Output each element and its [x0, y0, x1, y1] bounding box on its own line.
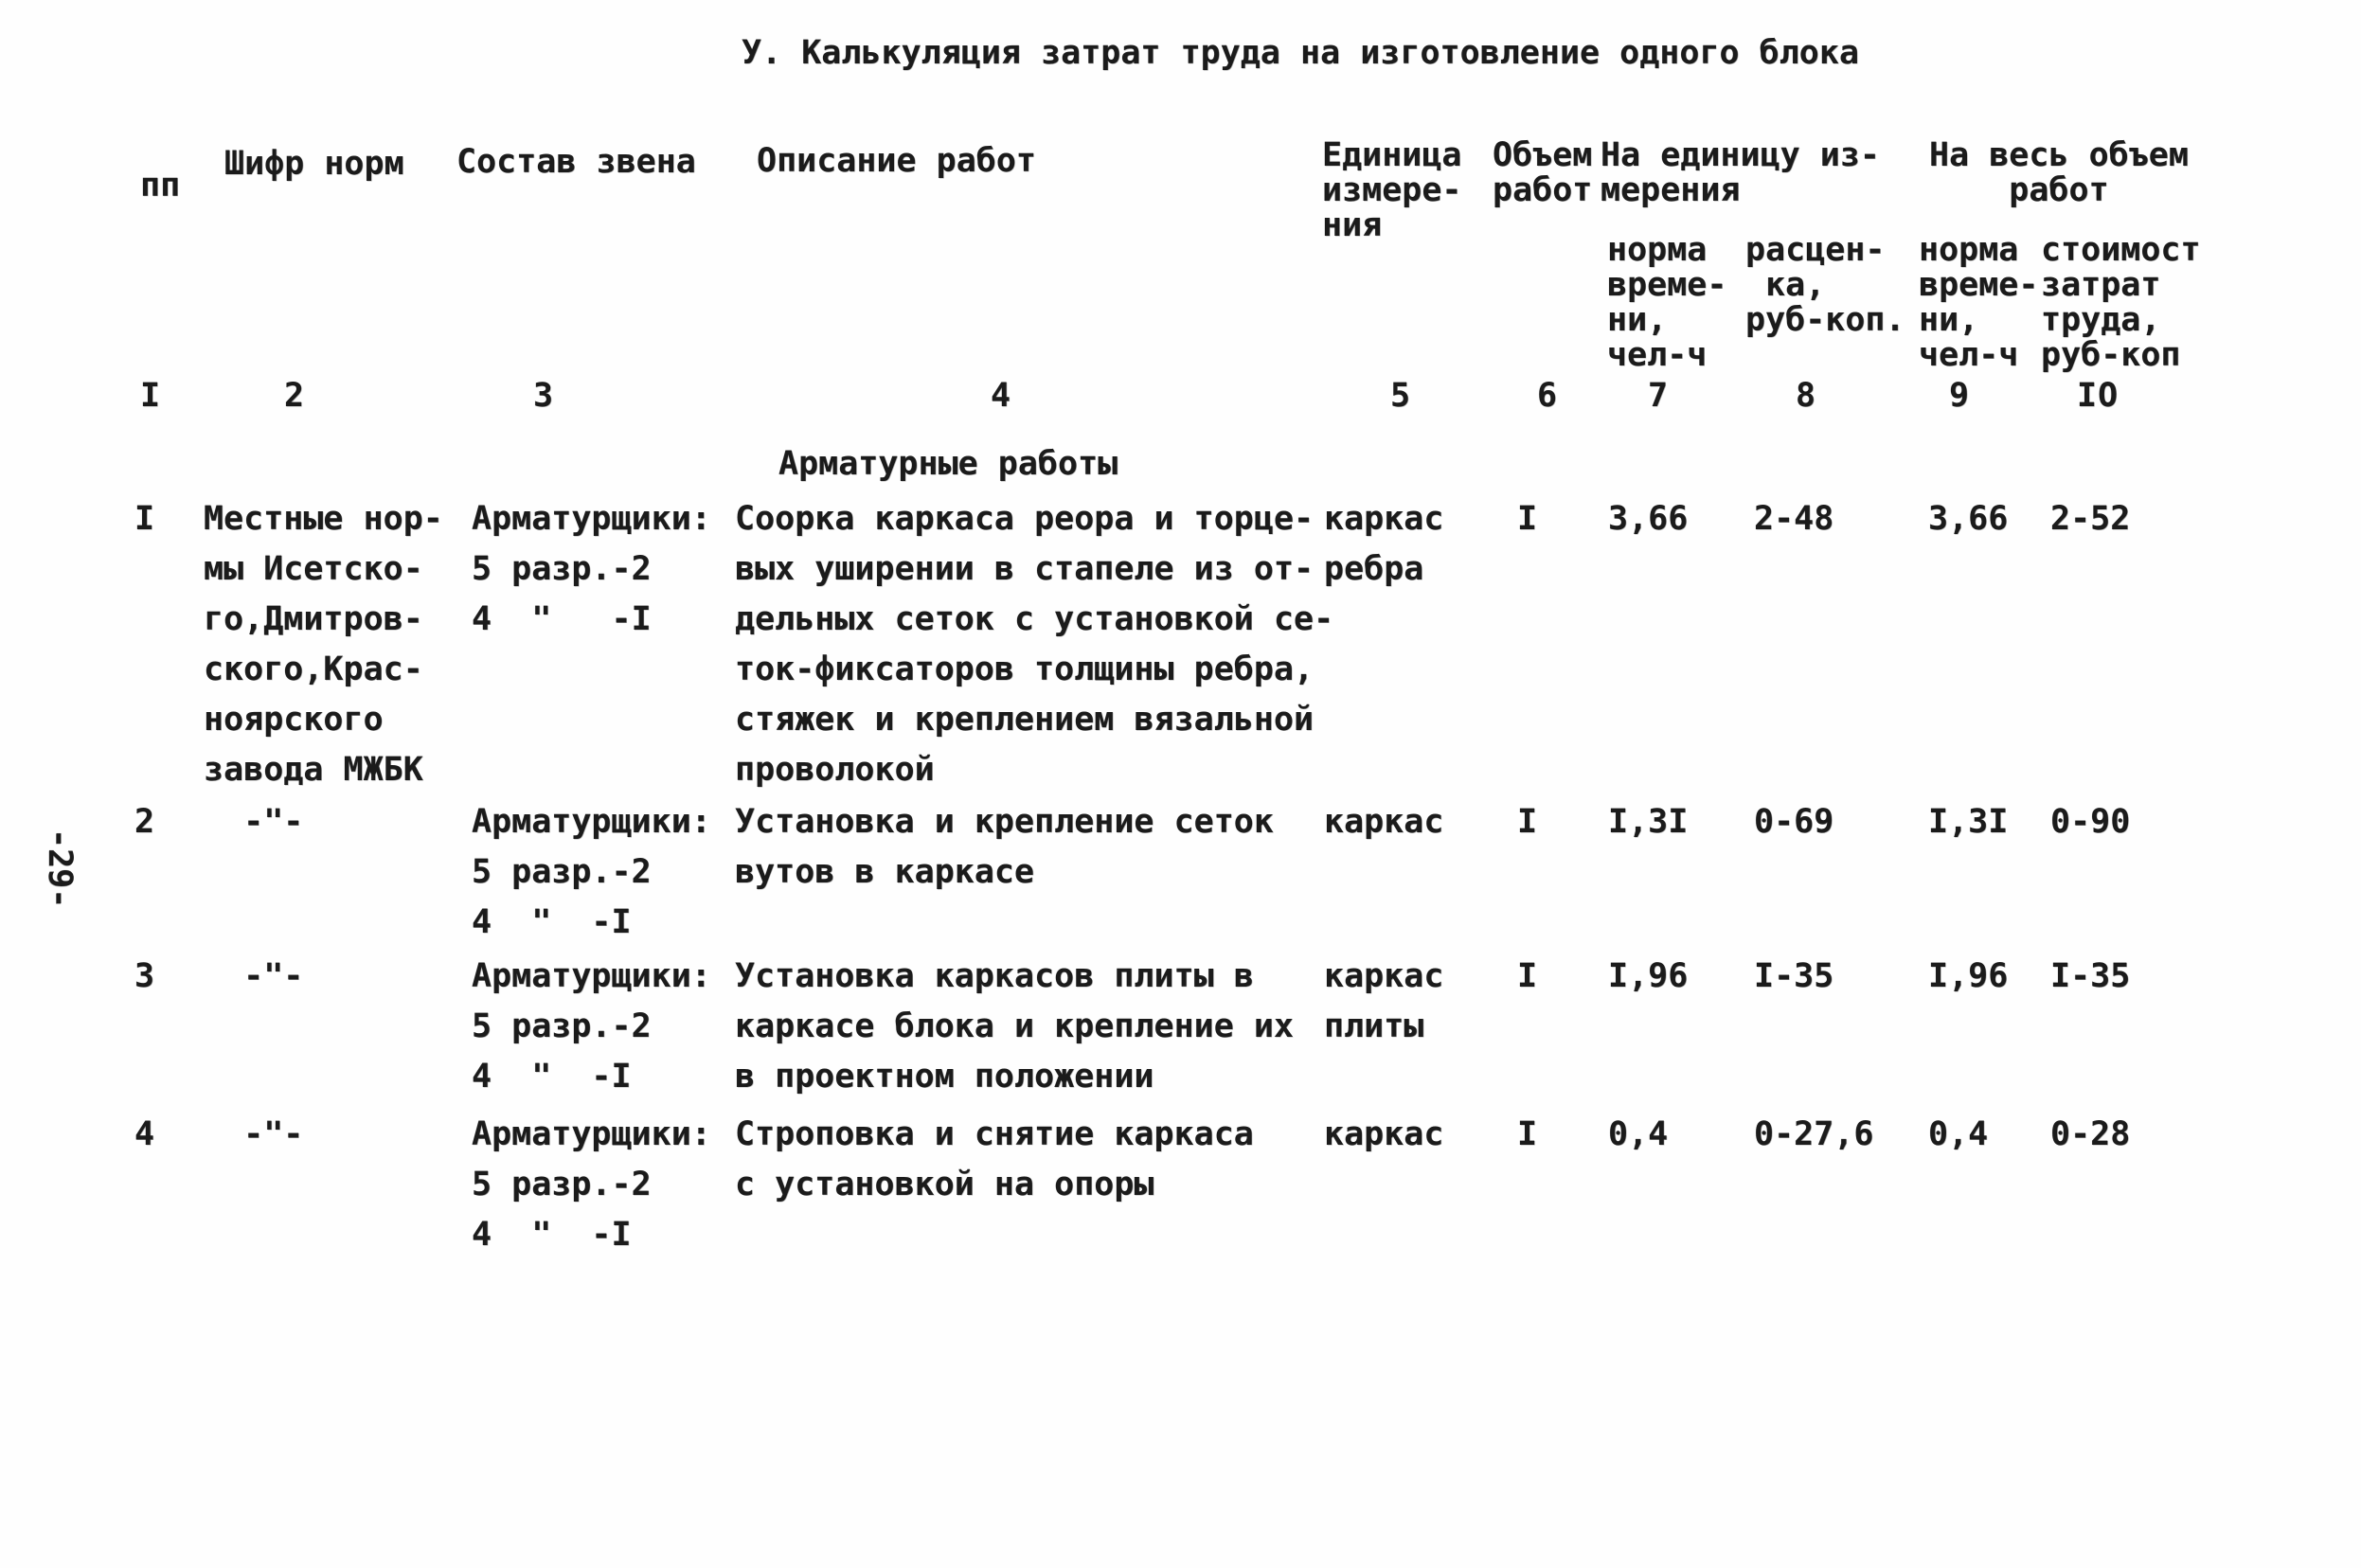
row-3-unit-rate: I-35: [1754, 957, 1834, 995]
header-col-norm-code: Шифр норм: [224, 145, 404, 183]
column-number-2: 2: [284, 377, 306, 415]
column-number-4: 4: [991, 377, 1012, 415]
row-1-description: Соорка каркаса реора и торце- вых уширен…: [735, 500, 1334, 789]
header-group-total: На весь объем работ: [1929, 136, 2189, 209]
subheader-col-time-norm-unit: норма време- ни, чел-ч: [1607, 231, 1727, 374]
row-3-num: 3: [134, 957, 155, 995]
row-2-volume: I: [1517, 803, 1538, 841]
column-number-1: I: [140, 377, 162, 415]
column-number-7: 7: [1648, 377, 1670, 415]
row-4-num: 4: [134, 1115, 155, 1153]
header-group-per-unit: На единицу из- мерения: [1601, 136, 1881, 209]
row-2-total-cost: 0-90: [2050, 803, 2131, 841]
column-number-8: 8: [1796, 377, 1817, 415]
row-4-volume: I: [1517, 1115, 1538, 1153]
row-2-unit: каркас: [1324, 803, 1444, 841]
row-1-total-time-norm: 3,66: [1928, 500, 2009, 538]
row-1-crew: Арматурщики: 5 разр.-2 4 " -I: [472, 500, 711, 638]
section-title: Арматурные работы: [778, 445, 1118, 483]
subheader-col-cost: стоимост затрат труда, руб-коп: [2041, 231, 2201, 374]
row-2-norm-code: -"-: [204, 803, 304, 841]
row-3-crew: Арматурщики: 5 разр.-2 4 " -I: [472, 957, 711, 1096]
row-1-norm-code: Местные нор- мы Исетско- го,Дмитров- ско…: [204, 500, 443, 789]
row-1-num: I: [134, 500, 155, 538]
header-col-volume: Объем работ: [1493, 136, 1593, 209]
row-4-unit-time-norm: 0,4: [1608, 1115, 1669, 1153]
row-3-total-time-norm: I,96: [1928, 957, 2009, 995]
row-2-unit-time-norm: I,3I: [1608, 803, 1689, 841]
row-1-total-cost: 2-52: [2050, 500, 2131, 538]
row-3-volume: I: [1517, 957, 1538, 995]
row-4-norm-code: -"-: [204, 1115, 304, 1153]
subheader-col-rate: расцен- ка, руб-коп.: [1745, 231, 1905, 339]
row-3-norm-code: -"-: [204, 957, 304, 995]
row-4-total-time-norm: 0,4: [1928, 1115, 1989, 1153]
row-4-description: Строповка и снятие каркаса с установкой …: [735, 1115, 1254, 1203]
row-3-description: Установка каркасов плиты в каркасе блока…: [735, 957, 1295, 1096]
row-2-unit-rate: 0-69: [1754, 803, 1834, 841]
row-2-description: Установка и крепление сеток вутов в карк…: [735, 803, 1274, 891]
column-number-3: 3: [533, 377, 555, 415]
column-number-10: IO: [2077, 377, 2120, 415]
row-4-total-cost: 0-28: [2050, 1115, 2131, 1153]
row-3-total-cost: I-35: [2050, 957, 2131, 995]
row-2-num: 2: [134, 803, 155, 841]
row-4-crew: Арматурщики: 5 разр.-2 4 " -I: [472, 1115, 711, 1254]
margin-page-number: -29-: [41, 829, 79, 909]
row-1-unit: каркас ребра: [1324, 500, 1444, 588]
column-number-6: 6: [1537, 377, 1559, 415]
row-1-unit-time-norm: 3,66: [1608, 500, 1689, 538]
row-4-unit-rate: 0-27,6: [1754, 1115, 1874, 1153]
header-col-crew: Состав звена: [456, 143, 696, 181]
row-1-volume: I: [1517, 500, 1538, 538]
header-col-description: Описание работ: [757, 142, 1037, 180]
row-3-unit: каркас плиты: [1324, 957, 1444, 1045]
document-title: У. Калькуляция затрат труда на изготовле…: [742, 34, 1860, 72]
column-number-5: 5: [1390, 377, 1412, 415]
row-4-unit: каркас: [1324, 1115, 1444, 1153]
row-2-total-time-norm: I,3I: [1928, 803, 2009, 841]
subheader-col-time-norm-total: норма време- ни, чел-ч: [1919, 231, 2039, 374]
column-number-9: 9: [1949, 377, 1971, 415]
row-3-unit-time-norm: I,96: [1608, 957, 1689, 995]
header-col-pp: пп: [140, 167, 181, 205]
header-col-unit: Единица измере- ния: [1322, 136, 1462, 244]
row-1-unit-rate: 2-48: [1754, 500, 1834, 538]
row-2-crew: Арматурщики: 5 разр.-2 4 " -I: [472, 803, 711, 941]
